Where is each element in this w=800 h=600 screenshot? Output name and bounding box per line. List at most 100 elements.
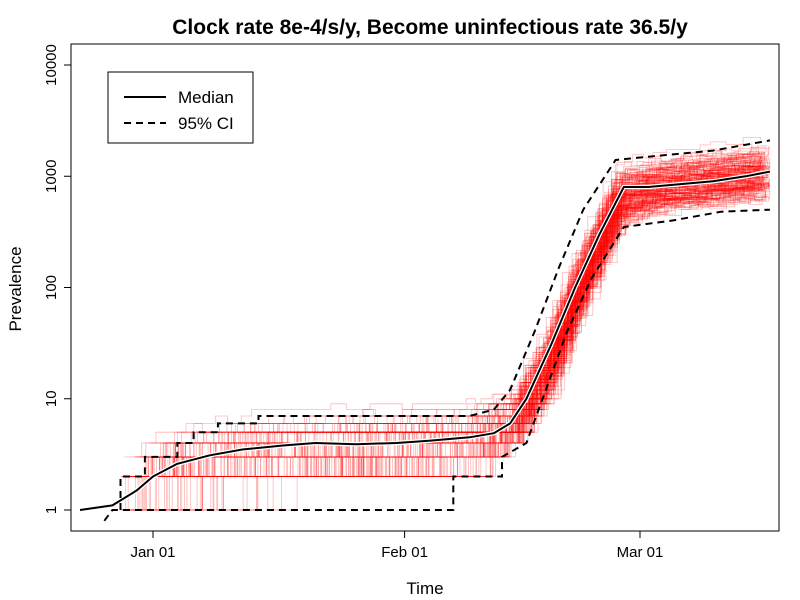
trajectory-line: [148, 176, 762, 477]
trajectory-line: [163, 164, 761, 458]
trajectory-line: [156, 165, 771, 458]
trajectory-line: [136, 174, 767, 477]
trajectory-line: [159, 158, 765, 458]
trajectory-line: [148, 182, 761, 477]
trajectory-line: [124, 197, 769, 511]
ci-lower-line: [103, 208, 770, 522]
trajectory-line: [158, 159, 764, 458]
trajectory-line: [138, 187, 769, 511]
trajectory-line: [132, 185, 770, 511]
trajectory-line: [142, 178, 770, 477]
trajectory-line: [139, 157, 762, 477]
trajectory-line: [163, 151, 764, 458]
trajectory-line: [167, 184, 756, 477]
trajectory-line: [161, 191, 766, 477]
trajectory-line: [131, 192, 765, 511]
trajectory-line: [159, 171, 763, 477]
trajectory-line: [145, 152, 766, 458]
trajectory-line: [122, 189, 755, 511]
trajectory-line: [151, 154, 756, 458]
trajectory-line: [156, 174, 758, 477]
legend: Median 95% CI: [107, 71, 254, 144]
trajectory-line: [133, 186, 759, 477]
trajectory-line: [133, 181, 762, 477]
trajectory-line: [142, 168, 769, 477]
ci-upper-line: [119, 139, 771, 510]
trajectory-line: [165, 180, 762, 477]
trajectory-line: [154, 155, 765, 458]
trajectory-line: [132, 179, 769, 477]
trajectory-line: [131, 168, 766, 477]
trajectory-line: [162, 182, 769, 477]
trajectory-line: [149, 155, 763, 458]
y-tick-label: 10000: [43, 44, 60, 86]
trajectory-line: [133, 194, 761, 511]
trajectory-line: [140, 166, 768, 477]
trajectory-line: [133, 162, 771, 477]
legend-label: 95% CI: [178, 114, 234, 133]
trajectory-line: [165, 199, 761, 511]
trajectory-line: [136, 150, 769, 477]
trajectory-line: [133, 186, 766, 477]
y-axis: 1 10 100 1000 10000: [43, 44, 72, 514]
trajectory-line: [161, 175, 769, 477]
trajectory-line: [147, 182, 770, 477]
trajectory-line: [131, 182, 757, 477]
trajectory-line: [121, 195, 756, 511]
trajectory-line: [122, 187, 761, 511]
trajectory-line: [167, 180, 764, 477]
trajectory-line: [121, 186, 755, 511]
trajectory-line: [165, 177, 768, 477]
trajectory-line: [129, 165, 767, 477]
trajectory-line: [142, 174, 764, 477]
trajectory-line: [136, 156, 761, 477]
trajectory-line: [135, 181, 769, 477]
trajectory-line: [158, 146, 759, 458]
series-layer: [79, 139, 771, 522]
trajectory-line: [120, 174, 770, 477]
trajectory-line: [166, 178, 757, 477]
trajectory-line: [132, 177, 764, 477]
trajectory-line: [162, 169, 770, 477]
trajectory-line: [159, 186, 763, 477]
trajectory-line: [168, 178, 764, 477]
trajectory-line: [162, 162, 765, 458]
y-tick-label: 1000: [43, 160, 60, 193]
trajectory-line: [159, 165, 760, 477]
trajectory-line: [135, 177, 764, 477]
trajectory-line: [157, 187, 755, 477]
trajectory-line: [147, 152, 760, 458]
trajectory-line: [122, 171, 764, 477]
trajectory-line: [158, 152, 763, 458]
trajectory-line: [160, 195, 767, 511]
chart-title: Clock rate 8e-4/s/y, Become uninfectious…: [172, 16, 688, 39]
trajectory-line: [168, 167, 768, 458]
x-tick-label: Jan 01: [130, 544, 175, 561]
trajectory-line: [143, 155, 769, 477]
trajectory-line: [131, 169, 760, 477]
trajectory-line: [120, 183, 770, 511]
trajectory-line: [165, 174, 759, 477]
trajectory-line: [127, 178, 767, 477]
trajectory-line: [159, 169, 768, 477]
trajectory-line: [162, 180, 763, 477]
trajectory-line: [140, 152, 766, 458]
trajectory-line: [131, 162, 758, 477]
trajectory-line: [168, 177, 765, 477]
x-axis-label: Time: [406, 579, 443, 598]
trajectory-line: [147, 169, 761, 477]
trajectory-line: [142, 159, 756, 458]
trajectory-line: [130, 175, 763, 477]
trajectory-line: [148, 156, 761, 458]
trajectory-line: [125, 151, 765, 477]
trajectory-line: [143, 193, 766, 477]
trajectory-line: [139, 189, 761, 477]
trajectory-line: [153, 149, 767, 444]
trajectory-line: [168, 191, 766, 511]
trajectory-line: [148, 191, 766, 477]
trajectory-line: [156, 145, 770, 458]
trajectory-line: [126, 185, 766, 477]
trajectory-line: [140, 177, 770, 477]
trajectory-line: [153, 158, 763, 458]
trajectory-line: [145, 178, 763, 477]
